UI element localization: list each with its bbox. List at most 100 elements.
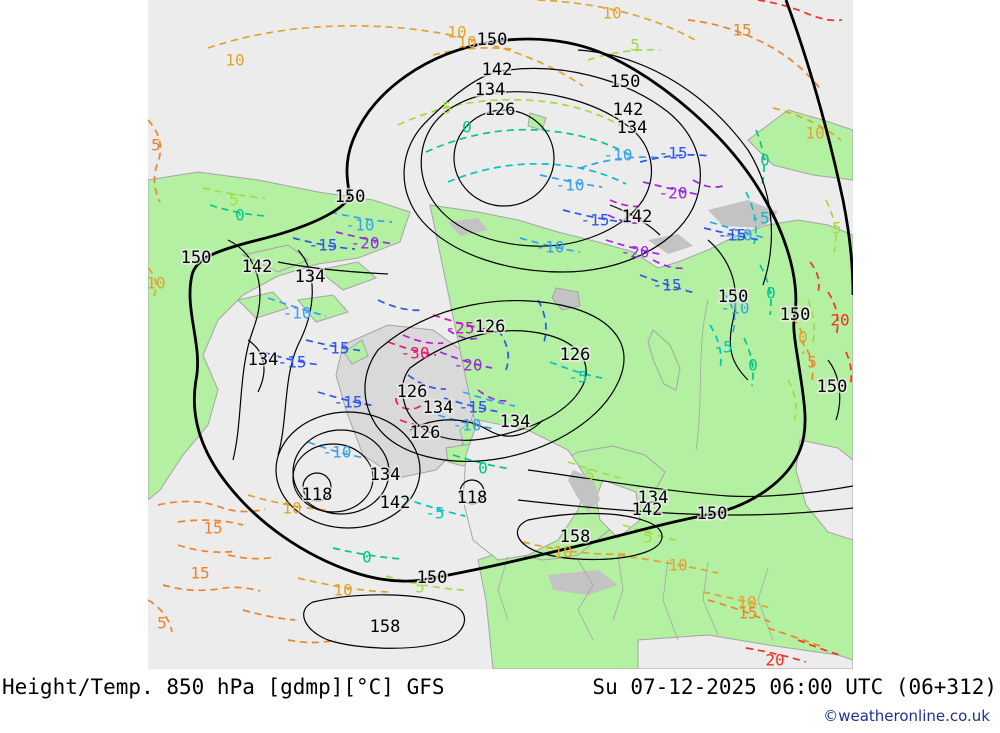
contour-labels: 1010101010101010101010151515155555555555…: [146, 4, 849, 670]
contour-label: 142: [632, 500, 663, 520]
contour-label: 5: [643, 528, 653, 547]
contour-label: 10: [447, 23, 466, 42]
contour-label: -10: [536, 238, 565, 257]
contour-label: 20: [765, 651, 784, 670]
contour-label: 5: [832, 219, 842, 238]
contour-label: 150: [610, 72, 641, 92]
contour-label: 15: [190, 564, 209, 583]
contour-label: -15: [659, 144, 688, 163]
contour-label: 5: [630, 36, 640, 55]
contour-label: 118: [457, 488, 488, 508]
contour-label: 0: [766, 284, 776, 303]
map-title: Height/Temp. 850 hPa [gdmp][°C] GFS: [2, 675, 445, 699]
contour-label: 10: [225, 51, 244, 70]
contour-label: 0: [760, 151, 770, 170]
contour-label: -15: [581, 211, 610, 230]
credit-link[interactable]: ©weatheronline.co.uk: [823, 707, 990, 725]
contour-label: -10: [453, 416, 482, 435]
map-canvas: 1010101010101010101010151515155555555555…: [146, 0, 855, 670]
contour-label: 0: [362, 548, 372, 567]
contour-label: 150: [417, 568, 448, 588]
contour-label: 118: [302, 485, 333, 505]
contour-label: 5: [229, 191, 239, 210]
contour-label: 134: [370, 465, 401, 485]
contour-label: 134: [475, 80, 506, 100]
contour-label: 15: [732, 21, 751, 40]
contour-label: 126: [410, 423, 441, 443]
contour-label: -20: [454, 356, 483, 375]
contour-label: -15: [278, 353, 307, 372]
contour-label: -20: [351, 234, 380, 253]
contour-label: -10: [604, 146, 633, 165]
contour-label: 150: [181, 248, 212, 268]
contour-label: -20: [659, 184, 688, 203]
contour-label: -5: [713, 338, 732, 357]
contour-label: 126: [397, 382, 428, 402]
contour-label: 150: [718, 287, 749, 307]
contour-label: -5: [568, 368, 587, 387]
contour-label: 134: [423, 398, 454, 418]
contour-label: -30: [401, 344, 430, 363]
contour-label: 150: [817, 377, 848, 397]
contour-label: -10: [283, 304, 312, 323]
contour-label: 158: [370, 617, 401, 637]
contour-label: 158: [560, 527, 591, 547]
contour-label: 10: [457, 33, 476, 52]
valid-time: Su 07-12-2025 06:00 UTC (06+312): [592, 675, 997, 699]
contour-label: 0: [478, 459, 488, 478]
contour-label: -15: [334, 393, 363, 412]
contour-label: -10: [346, 216, 375, 235]
contour-label: 142: [482, 60, 513, 80]
contour-label: -15: [653, 276, 682, 295]
contour-label: 126: [475, 317, 506, 337]
contour-label: 150: [335, 187, 366, 207]
contour-label: 150: [780, 305, 811, 325]
contour-label: 134: [617, 118, 648, 138]
contour-label: 10: [737, 593, 756, 612]
contour-label: 5: [807, 353, 817, 372]
contour-label: -20: [621, 243, 650, 262]
contour-label: 0: [235, 206, 245, 225]
contour-label: 5: [151, 136, 161, 155]
contour-label: 10: [333, 581, 352, 600]
contour-label: 5: [157, 614, 167, 633]
contour-label: 10: [148, 274, 166, 293]
contour-label: -10: [323, 443, 352, 462]
contour-label: 142: [622, 207, 653, 227]
contour-label: 5: [585, 466, 595, 485]
weather-map: 10 10 10 10 10 10 10 10 10 10 10 15 15 15 15 5 5 5 5 5 5 5 5 5 5…: [146, 0, 855, 670]
contour-label: 126: [560, 345, 591, 365]
contour-label: 10: [805, 124, 824, 143]
contour-label: 142: [613, 100, 644, 120]
contour-label: 134: [500, 412, 531, 432]
contour-label: 15: [738, 604, 757, 623]
contour-label: 20: [830, 311, 849, 330]
contour-label: -15: [321, 339, 350, 358]
contour-label: 15: [203, 519, 222, 538]
contour-label: 134: [638, 488, 669, 508]
contour-label: 10: [668, 556, 687, 575]
contour-label: 10: [553, 543, 572, 562]
contour-label: 5: [415, 578, 425, 597]
contour-label: 10: [602, 4, 621, 23]
height-contours: [188, 0, 855, 649]
contour-label: 150: [697, 504, 728, 524]
contour-label: 0: [798, 328, 808, 347]
contour-label: 134: [295, 267, 326, 287]
contour-label: -10: [556, 176, 585, 195]
contour-label: -10: [721, 299, 750, 318]
contour-label: -5: [425, 504, 444, 523]
contour-label: 134: [248, 350, 279, 370]
contour-label: 0: [462, 118, 472, 137]
contour-label: -15: [309, 236, 338, 255]
contour-label: -5: [750, 209, 769, 228]
contour-label: -15: [718, 226, 747, 245]
contour-label: 126: [485, 100, 516, 120]
contour-label: 0: [748, 356, 758, 375]
contour-label: 142: [242, 257, 273, 277]
contour-label: -10: [724, 226, 753, 245]
contour-label: -15: [459, 398, 488, 417]
contour-label: 10: [282, 499, 301, 518]
contour-label: 5: [442, 99, 452, 118]
